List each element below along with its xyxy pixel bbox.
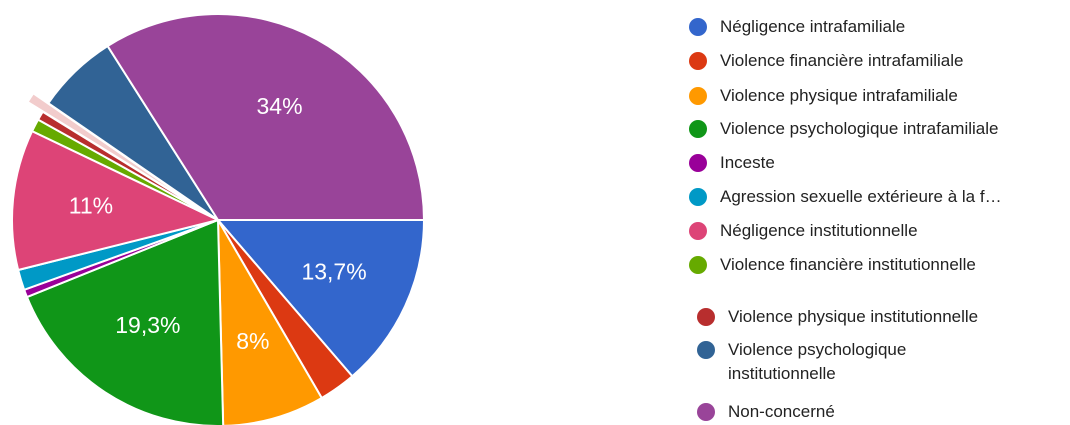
legend-label: Négligence institutionnelle <box>720 221 918 240</box>
legend-dot <box>689 120 707 138</box>
pie-slice-2[interactable] <box>217 219 324 425</box>
pie-chart: 13,7% 8% 19,3% 11% 34% <box>11 13 426 425</box>
legend-label: Inceste <box>720 153 775 172</box>
legend-label: Violence psychologique intrafamiliale <box>720 119 999 138</box>
slice-label-11: 34% <box>257 93 303 119</box>
legend-dot <box>697 403 715 421</box>
slice-label-3: 19,3% <box>115 312 180 338</box>
legend-dot <box>689 18 707 36</box>
legend-item-violence-physique-intrafamiliale[interactable]: Violence physique intrafamiliale <box>689 84 958 108</box>
pie-slice-9[interactable] <box>26 91 204 212</box>
legend-item-violence-financiere-intrafamiliale[interactable]: Violence financière intrafamiliale <box>689 49 964 73</box>
legend-label: Violence physique institutionnelle <box>728 307 979 326</box>
legend-dot <box>689 222 707 240</box>
legend-item-violence-physique-institutionnelle[interactable]: Violence physique institutionnelle <box>697 305 978 329</box>
pie-slice-11[interactable] <box>106 13 426 221</box>
legend-item-violence-psychologique-intrafamiliale[interactable]: Violence psychologique intrafamiliale <box>689 117 998 141</box>
legend-label: Non-concerné <box>728 402 835 421</box>
legend-label: Violence physique intrafamiliale <box>720 86 958 105</box>
slice-label-2: 8% <box>236 328 269 354</box>
legend-dot <box>689 52 707 70</box>
legend-label: Violence psychologique institutionnelle <box>728 340 907 383</box>
slice-label-6: 11% <box>69 192 113 218</box>
pie-slice-0[interactable] <box>215 219 426 378</box>
legend-item-violence-psychologique-institutionnelle[interactable]: Violence psychologique institutionnelle <box>697 338 978 386</box>
legend-dot <box>689 154 707 172</box>
legend-item-negligence-intrafamiliale[interactable]: Négligence intrafamiliale <box>689 15 905 39</box>
legend-item-non-concerne[interactable]: Non-concerné <box>697 400 835 424</box>
legend-item-inceste[interactable]: Inceste <box>689 151 775 175</box>
legend-label: Violence financière intrafamiliale <box>720 51 964 70</box>
pie-slice-6[interactable] <box>11 129 221 272</box>
legend-dot <box>689 256 707 274</box>
legend-item-agression-sexuelle[interactable]: Agression sexuelle extérieure à la f… <box>689 185 1002 209</box>
legend-item-violence-financiere-institutionnelle[interactable]: Violence financière institutionnelle <box>689 253 976 277</box>
legend-item-negligence-institutionnelle[interactable]: Négligence institutionnelle <box>689 219 918 243</box>
legend-dot <box>689 188 707 206</box>
legend-dot <box>697 308 715 326</box>
legend-dot <box>697 341 715 359</box>
slice-label-0: 13,7% <box>301 258 366 284</box>
legend-label: Agression sexuelle extérieure à la f… <box>720 187 1002 206</box>
legend-dot <box>689 87 707 105</box>
legend-label: Négligence intrafamiliale <box>720 17 906 36</box>
legend-label: Violence financière institutionnelle <box>720 255 976 274</box>
